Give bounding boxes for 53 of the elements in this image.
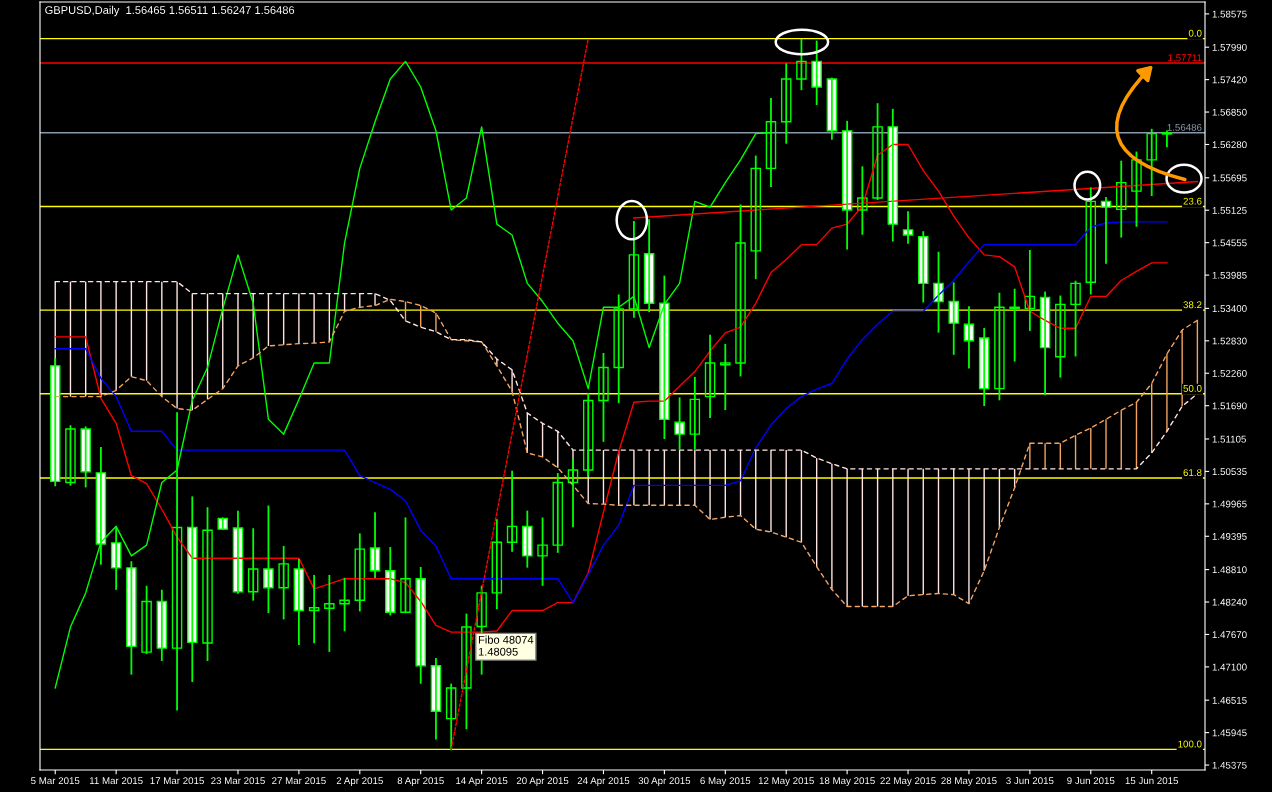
x-tick-label: 8 Apr 2015 [397,777,444,787]
annotation: 100.0 [1178,740,1202,748]
x-tick-label: 28 May 2015 [941,777,997,787]
annotation: 50.0 [1183,384,1202,392]
y-tick-label: 1.50535 [1212,468,1247,476]
y-tick-label: 1.56280 [1212,141,1247,149]
y-tick-label: 1.45945 [1212,729,1247,737]
y-tick-label: 1.53400 [1212,305,1247,312]
y-tick-label: 1.46515 [1212,696,1247,704]
y-tick-label: 1.58575 [1212,10,1247,18]
annotation: 38.2 [1183,301,1202,309]
x-tick-label: 14 Apr 2015 [456,777,508,787]
y-tick-label: 1.49395 [1212,533,1247,540]
y-tick-label: 1.49965 [1212,500,1247,508]
y-tick-label: 1.55695 [1212,174,1247,182]
x-tick-label: 27 Mar 2015 [272,777,326,785]
x-tick-label: 20 Apr 2015 [516,777,569,787]
x-tick-label: 24 Apr 2015 [577,777,630,787]
y-tick-label: 1.48810 [1212,566,1247,574]
x-tick-label: 11 Mar 2015 [89,777,143,785]
annotation: Fibo 48074 1.48095 [478,635,534,656]
x-tick-label: 15 Jun 2015 [1125,777,1179,785]
x-tick-label: 3 Jun 2015 [1006,777,1054,785]
y-tick-label: 1.54555 [1212,239,1247,247]
x-tick-label: 30 Apr 2015 [638,777,691,787]
x-tick-label: 18 May 2015 [819,777,875,787]
x-tick-label: 12 May 2015 [758,777,814,787]
x-tick-label: 22 May 2015 [880,777,936,787]
x-tick-label: 17 Mar 2015 [150,777,204,785]
annotation: 61.8 [1183,469,1202,477]
ref-line-label: 1.56486 [1167,123,1202,131]
x-tick-label: 2 Apr 2015 [336,777,383,787]
chart-title: GBPUSD,Daily 1.56465 1.56511 1.56247 1.56486 [45,5,295,17]
x-tick-label: 23 Mar 2015 [211,777,265,785]
y-tick-label: 1.53985 [1212,271,1247,279]
annotation: 0.0 [1188,29,1202,37]
y-tick-label: 1.47100 [1212,663,1247,671]
y-tick-label: 1.57420 [1212,76,1247,84]
y-tick-label: 1.52260 [1212,369,1247,377]
ref-line-label: 1.57711 [1168,54,1202,62]
y-tick-label: 1.55125 [1212,206,1247,214]
x-tick-label: 6 May 2015 [700,777,751,787]
y-tick-label: 1.45375 [1212,761,1247,769]
y-tick-label: 1.47670 [1212,631,1247,639]
y-tick-label: 1.57990 [1212,43,1247,51]
x-tick-label: 9 Jun 2015 [1067,777,1115,785]
y-tick-label: 1.48240 [1212,598,1247,606]
y-tick-label: 1.51690 [1212,402,1247,410]
y-tick-label: 1.56850 [1212,108,1247,116]
annotation: 23.6 [1183,197,1202,205]
y-tick-label: 1.51105 [1212,435,1246,443]
y-tick-label: 1.52830 [1212,337,1247,345]
x-tick-label: 5 Mar 2015 [31,777,80,785]
